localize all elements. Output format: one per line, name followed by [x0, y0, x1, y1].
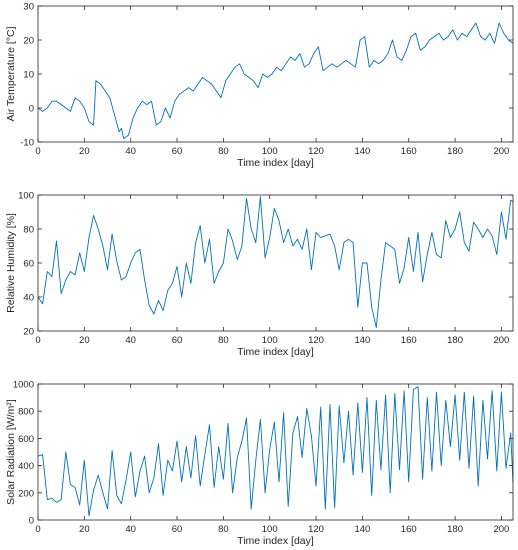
air-temperature-y-axis-label: Air Temperature [°C]	[5, 26, 17, 121]
air-temperature-x-tick-label: 40	[125, 146, 136, 157]
air-temperature-y-tick-label: 30	[23, 2, 34, 13]
relative-humidity-x-axis-label: Time index [day]	[237, 346, 314, 358]
relative-humidity-y-tick-label: 20	[23, 327, 34, 338]
solar-radiation-y-tick-label: 1000	[13, 380, 34, 391]
relative-humidity-x-tick-label: 80	[218, 335, 229, 346]
relative-humidity-x-tick-label: 200	[493, 335, 509, 346]
air-temperature-y-tick-label: 0	[29, 104, 34, 115]
relative-humidity-y-tick-label: 60	[23, 259, 34, 270]
relative-humidity-x-tick-label: 180	[447, 335, 463, 346]
air-temperature-axes-box	[37, 5, 514, 143]
solar-radiation-x-tick-label: 40	[125, 524, 136, 535]
air-temperature-x-tick-label: 0	[35, 146, 40, 157]
relative-humidity-axes-box	[37, 194, 514, 332]
solar-radiation-y-axis-label: Solar Radiation [W/m²]	[5, 399, 17, 505]
solar-radiation-x-tick-label: 20	[79, 524, 90, 535]
relative-humidity-x-tick-label: 100	[262, 335, 278, 346]
air-temperature-x-tick-label: 100	[262, 146, 278, 157]
solar-radiation-y-tick-label: 0	[29, 516, 34, 527]
relative-humidity-series-line	[37, 196, 514, 329]
relative-humidity-y-tick-label: 40	[23, 293, 34, 304]
solar-radiation-x-tick-label: 120	[308, 524, 324, 535]
solar-radiation-x-axis-label: Time index [day]	[237, 535, 314, 547]
solar-radiation-y-tick-label: 800	[18, 407, 34, 418]
solar-radiation-y-tick-label: 200	[18, 488, 34, 499]
relative-humidity-x-tick-label: 140	[354, 335, 370, 346]
relative-humidity-y-tick-label: 100	[18, 191, 34, 202]
solar-radiation-x-tick-label: 180	[447, 524, 463, 535]
air-temperature-x-tick-label: 200	[493, 146, 509, 157]
solar-radiation-ticks: 0 20 40 60 80 100 120 140 160 180 200 0 200 400 600 800…	[13, 380, 513, 535]
air-temperature-series-line	[37, 22, 514, 140]
relative-humidity-x-tick-label: 160	[401, 335, 417, 346]
solar-radiation-panel: 0 20 40 60 80 100 120 140 160 180 200 0 200 400 600 800…	[5, 380, 514, 547]
relative-humidity-y-tick-label: 80	[23, 225, 34, 236]
solar-radiation-series-line	[37, 386, 514, 517]
solar-radiation-x-tick-label: 200	[493, 524, 509, 535]
air-temperature-x-tick-label: 60	[172, 146, 183, 157]
relative-humidity-x-tick-label: 20	[79, 335, 90, 346]
solar-radiation-x-tick-label: 60	[172, 524, 183, 535]
relative-humidity-y-axis-label: Relative Humidity [%]	[5, 213, 17, 313]
solar-radiation-axes-box	[37, 383, 514, 521]
solar-radiation-x-tick-label: 140	[354, 524, 370, 535]
air-temperature-x-tick-label: 120	[308, 146, 324, 157]
air-temperature-x-tick-label: 160	[401, 146, 417, 157]
air-temperature-x-tick-label: 140	[354, 146, 370, 157]
air-temperature-y-tick-label: 10	[23, 70, 34, 81]
solar-radiation-y-tick-label: 600	[18, 434, 34, 445]
relative-humidity-x-tick-label: 40	[125, 335, 136, 346]
solar-radiation-x-tick-label: 0	[35, 524, 40, 535]
air-temperature-y-tick-label: -10	[20, 138, 34, 149]
air-temperature-x-tick-label: 20	[79, 146, 90, 157]
solar-radiation-x-tick-label: 100	[262, 524, 278, 535]
solar-radiation-x-tick-label: 160	[401, 524, 417, 535]
solar-radiation-x-tick-label: 80	[218, 524, 229, 535]
air-temperature-y-tick-label: 20	[23, 36, 34, 47]
relative-humidity-x-tick-label: 120	[308, 335, 324, 346]
air-temperature-x-tick-label: 80	[218, 146, 229, 157]
air-temperature-x-tick-label: 180	[447, 146, 463, 157]
air-temperature-x-axis-label: Time index [day]	[237, 157, 314, 169]
relative-humidity-x-tick-label: 60	[172, 335, 183, 346]
relative-humidity-x-tick-label: 0	[35, 335, 40, 346]
solar-radiation-y-tick-label: 400	[18, 461, 34, 472]
